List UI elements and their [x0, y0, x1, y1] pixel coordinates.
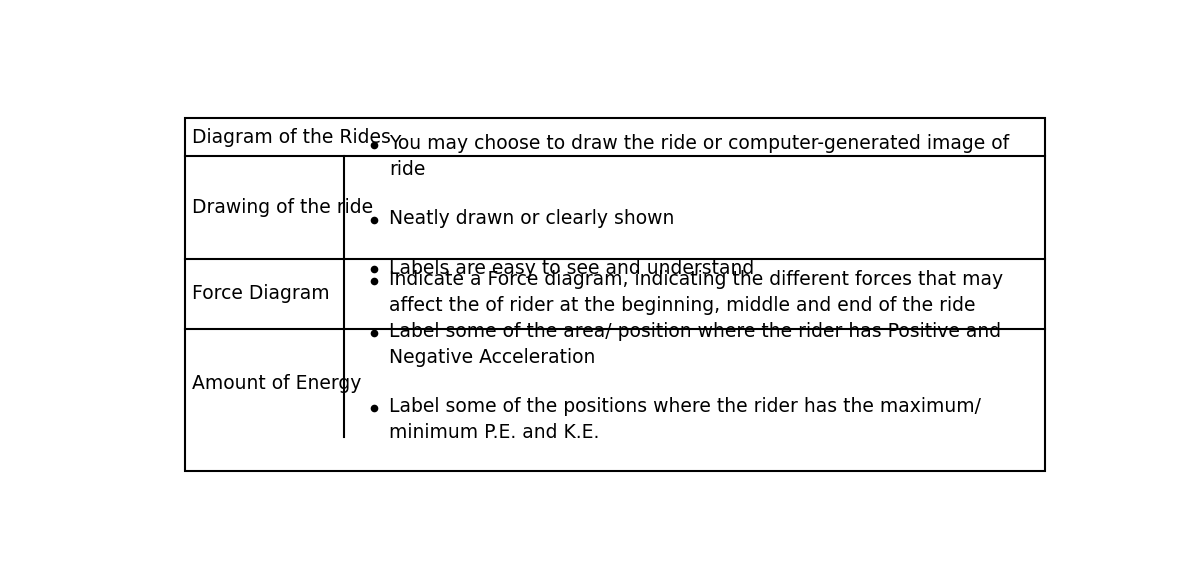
Text: Drawing of the ride: Drawing of the ride [192, 198, 373, 217]
Text: Force Diagram: Force Diagram [192, 285, 330, 303]
Text: Indicate a Force diagram, indicating the different forces that may
affect the of: Indicate a Force diagram, indicating the… [389, 270, 1003, 315]
Text: Label some of the positions where the rider has the maximum/
minimum P.E. and K.: Label some of the positions where the ri… [389, 397, 980, 441]
Text: You may choose to draw the ride or computer-generated image of
ride: You may choose to draw the ride or compu… [389, 135, 1009, 179]
Text: Neatly drawn or clearly shown: Neatly drawn or clearly shown [389, 209, 674, 229]
Text: Labels are easy to see and understand: Labels are easy to see and understand [389, 259, 755, 277]
Text: Diagram of the Rides: Diagram of the Rides [192, 127, 391, 147]
Text: Amount of Energy: Amount of Energy [192, 374, 361, 393]
Text: Label some of the area/ position where the rider has Positive and
Negative Accel: Label some of the area/ position where t… [389, 322, 1001, 367]
Bar [185, 118, 1045, 471]
